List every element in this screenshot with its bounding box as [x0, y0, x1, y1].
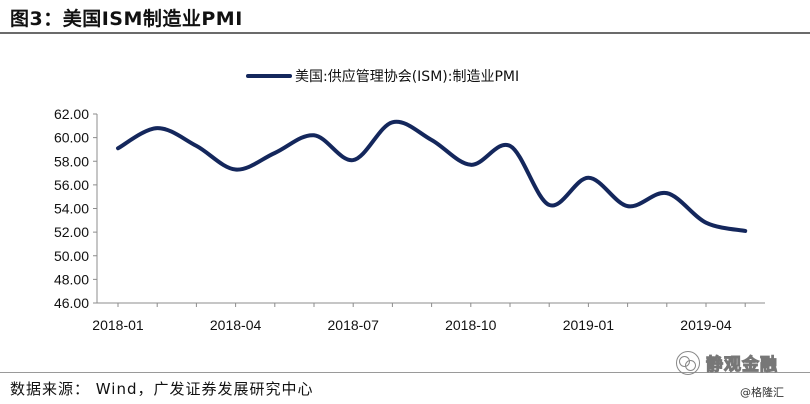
- y-tick-label: 54.00: [54, 201, 89, 217]
- x-tick-label: 2018-01: [92, 317, 144, 333]
- top-rule: [0, 32, 810, 34]
- y-tick-label: 50.00: [54, 248, 89, 264]
- bottom-rule: [0, 372, 810, 373]
- y-tick-label: 46.00: [54, 295, 89, 311]
- y-tick-label: 56.00: [54, 177, 89, 193]
- watermark-sub: @格隆汇: [740, 386, 784, 399]
- x-tick-label: 2018-04: [210, 317, 262, 333]
- x-tick-label: 2018-07: [328, 317, 380, 333]
- watermark: 静观金融: [676, 350, 778, 376]
- y-tick-label: 62.00: [54, 106, 89, 122]
- legend-label: 美国:供应管理协会(ISM):制造业PMI: [295, 68, 519, 85]
- y-tick-label: 48.00: [54, 271, 89, 287]
- series-line: [116, 119, 748, 233]
- x-tick-label: 2018-10: [445, 317, 497, 333]
- wechat-logo-icon: [676, 350, 700, 375]
- figure-title: 图3：美国ISM制造业PMI: [10, 8, 243, 30]
- x-tick-label: 2019-04: [680, 317, 732, 333]
- line-chart: 46.00 48.00 50.00 52.00 54.00 56.00 58.00 60.00…: [54, 68, 765, 333]
- x-tick-label: 2019-01: [563, 317, 615, 333]
- y-tick-label: 60.00: [54, 130, 89, 146]
- y-tick-label: 52.00: [54, 224, 89, 240]
- watermark-text: 静观金融: [706, 355, 778, 376]
- source-note: 数据来源： Wind，广发证券发展研究中心: [10, 380, 314, 398]
- y-tick-label: 58.00: [54, 153, 89, 169]
